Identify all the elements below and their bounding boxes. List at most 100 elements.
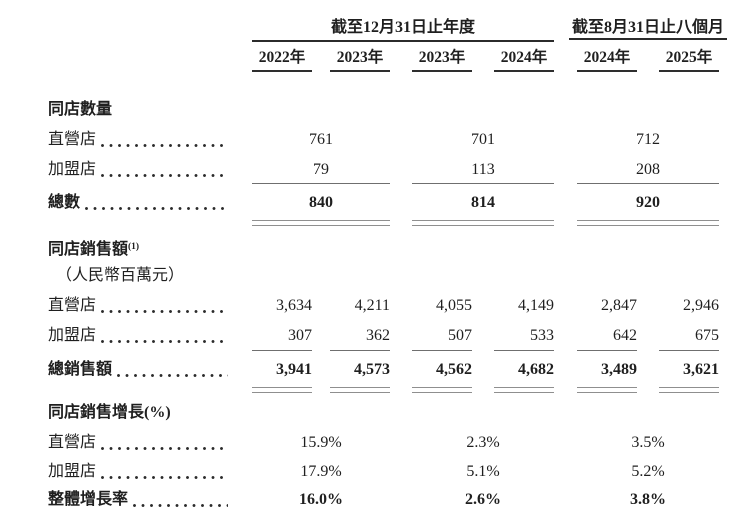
dot-leader (101, 129, 228, 151)
value-cell: 2.3% (466, 434, 500, 451)
sum-rule (252, 350, 312, 351)
total-value-cell: 814 (471, 194, 495, 211)
table-row-count-franchise: 加盟店 79 113 208 (0, 159, 744, 181)
total-value-cell: 3,621 (683, 361, 719, 378)
double-rule (330, 387, 390, 393)
period-header-row: 截至12月31日止年度 截至8月31日止八個月 (0, 16, 744, 42)
row-label: 加盟店 (48, 325, 228, 347)
period-header-eight-months-label: 截至8月31日止八個月 (569, 16, 728, 40)
value-cell: 3,634 (276, 297, 312, 314)
section-title-same-store-sales: 同店銷售額(1) (48, 241, 140, 258)
value-cell: 2,946 (683, 297, 719, 314)
double-rule (659, 387, 719, 393)
total-value-cell: 4,573 (354, 361, 390, 378)
value-cell: 5.1% (466, 463, 500, 480)
dot-leader (117, 359, 228, 381)
value-cell: 2,847 (601, 297, 637, 314)
footnote-marker: (1) (128, 242, 140, 252)
dot-leader (101, 461, 228, 483)
table-row-sales-total: 總銷售額 3,941 4,573 4,562 4,682 3,489 3,621 (0, 359, 744, 381)
year-label-3: 2023年 (412, 48, 472, 72)
value-cell: 17.9% (300, 463, 342, 480)
value-cell: 701 (471, 131, 495, 148)
unit-note-row: （人民幣百萬元） (0, 265, 744, 287)
double-rule-row (0, 387, 744, 393)
row-label: 總數 (48, 192, 228, 214)
row-label: 加盟店 (48, 461, 228, 483)
sum-rule (252, 183, 390, 184)
value-cell: 113 (471, 161, 495, 178)
value-cell: 362 (366, 327, 390, 344)
row-label: 直營店 (48, 295, 228, 317)
sum-rule (659, 350, 719, 351)
value-cell: 4,211 (354, 297, 390, 314)
period-header-eight-months: 截至8月31日止八個月 (569, 16, 728, 40)
year-label-6: 2025年 (659, 48, 719, 72)
value-cell: 79 (313, 161, 329, 178)
dot-leader (85, 192, 228, 214)
value-cell: 4,149 (518, 297, 554, 314)
row-label: 總銷售額 (48, 359, 228, 381)
row-label: 直營店 (48, 129, 228, 151)
table-row-growth-franchise: 加盟店 17.9% 5.1% 5.2% (0, 461, 744, 483)
section-title-sales-growth: 同店銷售增長(%) (48, 404, 171, 421)
table-row-sales-franchise: 加盟店 307 362 507 533 642 675 (0, 325, 744, 347)
period-header-annual: 截至12月31日止年度 (252, 16, 554, 42)
row-label: 直營店 (48, 432, 228, 454)
sum-rule (577, 183, 719, 184)
year-label-2: 2023年 (330, 48, 390, 72)
total-value-cell: 16.0% (299, 491, 343, 508)
double-rule (252, 387, 312, 393)
table-row-sales-direct: 直營店 3,634 4,211 4,055 4,149 2,847 2,946 (0, 295, 744, 317)
double-rule (412, 387, 472, 393)
dot-leader (133, 489, 228, 511)
value-cell: 507 (448, 327, 472, 344)
section-title-store-count: 同店數量 (48, 101, 113, 118)
value-cell: 675 (695, 327, 719, 344)
total-value-cell: 3,489 (601, 361, 637, 378)
value-cell: 533 (530, 327, 554, 344)
double-rule (494, 387, 554, 393)
row-label: 加盟店 (48, 159, 228, 181)
table-row-growth-direct: 直營店 15.9% 2.3% 3.5% (0, 432, 744, 454)
year-label-4: 2024年 (494, 48, 554, 72)
sum-rule (330, 350, 390, 351)
table-row-count-total: 總數 840 814 920 (0, 192, 744, 214)
year-header-row: 2022年 2023年 2023年 2024年 2024年 2025年 (0, 48, 744, 72)
total-value-cell: 4,682 (518, 361, 554, 378)
value-cell: 5.2% (631, 463, 665, 480)
value-cell: 761 (309, 131, 333, 148)
unit-note: （人民幣百萬元） (56, 267, 185, 284)
value-cell: 307 (288, 327, 312, 344)
total-value-cell: 4,562 (436, 361, 472, 378)
section-title-row: 同店數量 (0, 99, 744, 121)
double-rule-row (0, 220, 744, 226)
row-label: 整體增長率 (48, 489, 228, 511)
value-cell: 3.5% (631, 434, 665, 451)
double-rule (577, 387, 637, 393)
sum-rule (577, 350, 637, 351)
value-cell: 642 (613, 327, 637, 344)
dot-leader (101, 432, 228, 454)
table-row-count-direct: 直營店 761 701 712 (0, 129, 744, 151)
value-cell: 712 (636, 131, 660, 148)
table-row-growth-total: 整體增長率 16.0% 2.6% 3.8% (0, 489, 744, 511)
value-cell: 4,055 (436, 297, 472, 314)
dot-leader (101, 159, 228, 181)
double-rule (252, 220, 390, 226)
value-cell: 208 (636, 161, 660, 178)
sum-rule-row (0, 350, 744, 352)
total-value-cell: 3,941 (276, 361, 312, 378)
section-title-row: 同店銷售額(1) (0, 236, 744, 258)
section-title-row: 同店銷售增長(%) (0, 402, 744, 424)
sum-rule-row (0, 183, 744, 185)
sum-rule (494, 350, 554, 351)
sum-rule (412, 183, 554, 184)
double-rule (577, 220, 719, 226)
value-cell: 15.9% (300, 434, 342, 451)
double-rule (412, 220, 554, 226)
sum-rule (412, 350, 472, 351)
total-value-cell: 920 (636, 194, 660, 211)
year-label-1: 2022年 (252, 48, 312, 72)
